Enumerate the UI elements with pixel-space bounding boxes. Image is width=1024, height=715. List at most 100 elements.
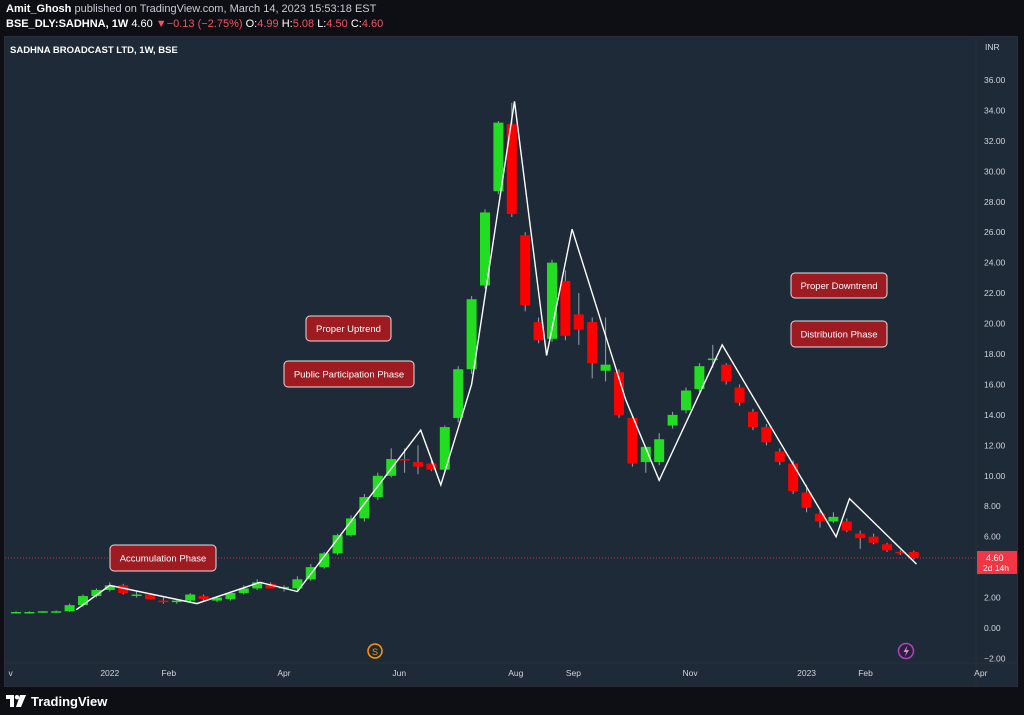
- candle-up: [694, 366, 705, 390]
- chart-title: SADHNA BROADCAST LTD, 1W, BSE: [10, 45, 178, 56]
- candle-up: [547, 262, 557, 339]
- candle-down: [761, 427, 772, 443]
- candle-down: [788, 463, 799, 491]
- candle-down: [895, 551, 906, 554]
- symbol-label[interactable]: BSE_DLY:SADHNA, 1W: [6, 18, 129, 30]
- candle-up: [238, 588, 249, 593]
- price-tick-label: 10.00: [984, 471, 1006, 481]
- bolt-icon: [903, 645, 909, 657]
- label-uptrend[interactable]: Proper Uptrend: [305, 315, 392, 342]
- candle-down: [587, 322, 598, 364]
- time-tick-label: Feb: [858, 668, 873, 678]
- candle-down: [721, 364, 732, 382]
- candle-up: [681, 390, 691, 411]
- candle-down: [198, 596, 209, 600]
- time-tick-label: 2022: [100, 668, 119, 678]
- candle-up: [24, 612, 35, 614]
- price-tag-value: 4.60: [986, 553, 1004, 563]
- label-uptrend-box: [305, 315, 392, 342]
- candle-down: [426, 463, 437, 470]
- price-tick-label: 20.00: [984, 319, 1006, 329]
- time-tick-label: Feb: [161, 668, 176, 678]
- low-value: 4.50: [326, 18, 348, 30]
- label-distribution-box: [790, 320, 888, 348]
- price-tick-label: 26.00: [984, 227, 1006, 237]
- time-tick-label: Sep: [566, 668, 581, 678]
- candle-up: [707, 358, 718, 361]
- price-tick-label: 6.00: [984, 532, 1001, 542]
- price-tick-label: 18.00: [984, 349, 1006, 359]
- candle-down: [158, 600, 169, 603]
- label-downtrend[interactable]: Proper Downtrend: [790, 272, 888, 299]
- earnings-event-marker[interactable]: [897, 642, 915, 660]
- dollar-icon: S: [372, 647, 378, 657]
- candle-up: [319, 553, 330, 568]
- open-value: 4.99: [257, 18, 279, 30]
- tradingview-branding[interactable]: TradingView: [6, 692, 107, 710]
- price-tick-label: 8.00: [984, 501, 1001, 511]
- author-name[interactable]: Amit_Ghosh: [6, 3, 72, 15]
- label-accumulation-text: Accumulation Phase: [120, 554, 207, 565]
- time-tick-label: Apr: [277, 668, 290, 678]
- price-tag-box: [977, 550, 1017, 574]
- candle-up: [640, 446, 651, 463]
- low-label: L:: [317, 18, 327, 30]
- tradingview-logo-icon: [6, 695, 26, 707]
- pattern-trend-line[interactable]: [75, 101, 917, 611]
- price-axis[interactable]: 36.00 34.00 32.00 30.00 28.00 26.00 24.00 22.00…: [984, 75, 1006, 663]
- candle-up: [37, 611, 48, 613]
- label-downtrend-box: [790, 272, 888, 299]
- candle-up: [171, 600, 182, 603]
- candle-down: [882, 544, 892, 551]
- time-tick-label: Nov: [682, 668, 698, 678]
- time-axis[interactable]: v 2022 Feb Apr Jun Aug Sep Nov 2023 Feb Apr: [9, 668, 988, 678]
- candle-up: [654, 439, 665, 463]
- candle-up: [131, 594, 142, 597]
- candle-up: [828, 516, 839, 522]
- candle-up: [51, 611, 62, 613]
- candle-up: [453, 369, 464, 418]
- candle-down: [841, 521, 852, 531]
- candles: [11, 102, 919, 614]
- price-tick-label: 30.00: [984, 166, 1006, 176]
- candle-down: [734, 387, 745, 403]
- label-accumulation-box: [109, 544, 217, 572]
- price-tick-label: −2.00: [984, 653, 1006, 663]
- candle-up: [439, 427, 450, 470]
- last-price: 4.60: [131, 18, 153, 30]
- candle-down: [774, 451, 785, 463]
- candle-down: [145, 594, 155, 600]
- candle-up: [332, 535, 343, 554]
- candle-up: [252, 582, 263, 589]
- price-tag-countdown: 2d 14h: [983, 563, 1009, 573]
- candle-up: [346, 518, 356, 536]
- candle-up: [359, 497, 370, 519]
- close-value: 4.60: [361, 18, 384, 30]
- split-circle-icon: [367, 643, 383, 659]
- candle-up: [11, 612, 21, 614]
- candle-up: [104, 585, 115, 590]
- chart-header: Amit_Ghosh published on TradingView.com,…: [0, 0, 1024, 34]
- price-tick-label: 22.00: [984, 288, 1006, 298]
- candle-up: [91, 589, 102, 597]
- split-event-marker[interactable]: S: [367, 643, 383, 659]
- close-label: C:: [350, 18, 362, 30]
- candle-down: [815, 513, 825, 522]
- label-public-participation[interactable]: Public Participation Phase: [283, 360, 415, 388]
- candle-down: [533, 322, 544, 341]
- candle-down: [573, 314, 584, 330]
- price-tick-label: 34.00: [984, 105, 1006, 115]
- candle-down: [801, 492, 812, 508]
- high-value: 5.08: [292, 18, 315, 30]
- chart-canvas[interactable]: SADHNA BROADCAST LTD, 1W, BSE INR 36.003…: [0, 0, 1024, 690]
- label-distribution-text: Distribution Phase: [800, 330, 877, 341]
- candle-up: [480, 212, 490, 286]
- currency-label: INR: [985, 42, 1000, 52]
- time-tick-label: Apr: [974, 668, 987, 678]
- label-distribution[interactable]: Distribution Phase: [790, 320, 888, 348]
- candle-up: [466, 299, 477, 370]
- label-accumulation[interactable]: Accumulation Phase: [109, 544, 217, 572]
- candle-up: [493, 122, 504, 192]
- time-tick-label: Jun: [392, 668, 406, 678]
- price-tick-label: 0.00: [984, 623, 1001, 633]
